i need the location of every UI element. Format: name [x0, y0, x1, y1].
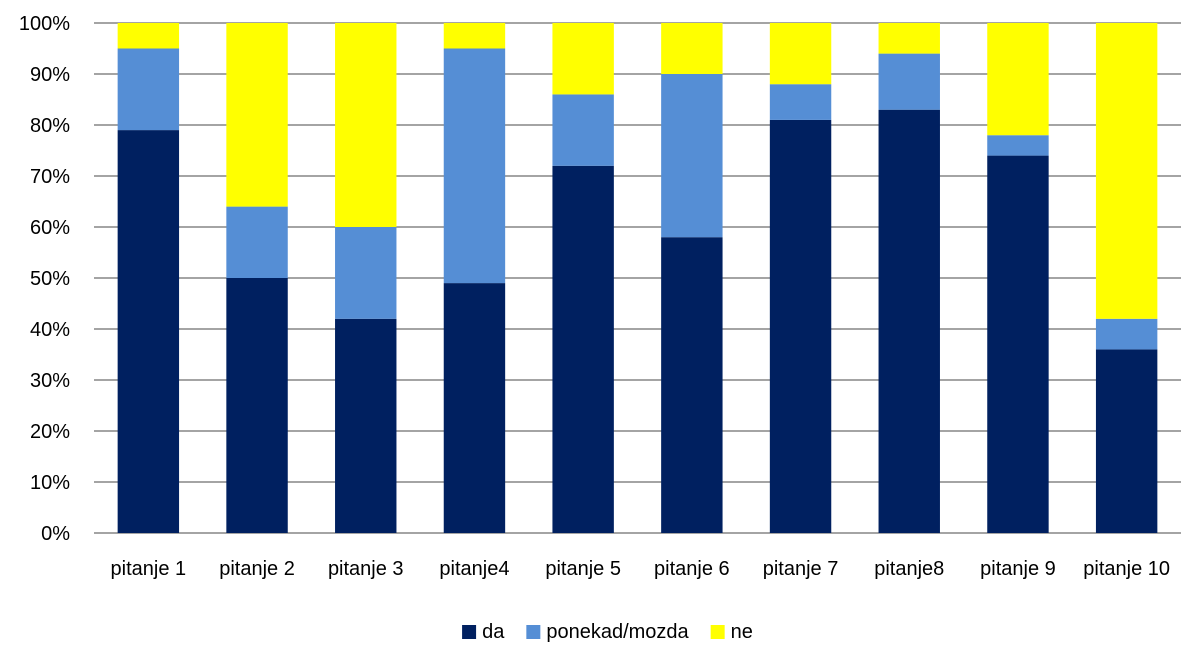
y-tick-label: 40% [30, 319, 70, 341]
legend-swatch-da [462, 625, 477, 639]
bar-segment-da [987, 155, 1049, 533]
x-tick-label: pitanje8 [874, 558, 944, 580]
bar-segment-ponekad-mozda [117, 48, 180, 131]
x-tick-label: pitanje 1 [111, 558, 187, 580]
bar-segment-ne [226, 23, 288, 207]
bar-segment-ponekad-mozda [226, 206, 288, 278]
y-tick-label: 10% [30, 472, 70, 494]
bars [117, 23, 1158, 534]
bar-segment-ne [335, 23, 397, 227]
y-tick-label: 90% [30, 64, 70, 86]
bar-segment-ponekad-mozda [878, 53, 940, 110]
bar-segment-ne [552, 23, 614, 95]
bar-segment-ne [443, 23, 506, 49]
x-tick-label: pitanje 10 [1083, 558, 1170, 580]
bar-segment-ponekad-mozda [1095, 318, 1158, 350]
legend-swatch-ponekad-mozda [526, 625, 541, 639]
y-axis-tick-labels: 0% 10% 20% 30% 40% 50% 60% 70% 80% 90% 100% [19, 13, 70, 545]
y-tick-label: 20% [30, 421, 70, 443]
x-tick-label: pitanje 5 [545, 558, 621, 580]
x-axis-tick-labels: pitanje 1 pitanje 2 pitanje 3 pitanje4 pitan… [111, 558, 1170, 580]
legend-label-ponekad-mozda: ponekad/mozda [546, 621, 689, 643]
legend-label-da: da [482, 621, 505, 643]
legend-label-ne: ne [731, 621, 753, 643]
legend: da ponekad/mozda ne [462, 621, 753, 643]
x-tick-label: pitanje 7 [763, 558, 839, 580]
y-tick-label: 70% [30, 166, 70, 188]
bar-segment-da [1095, 349, 1158, 533]
bar-segment-da [335, 318, 397, 533]
y-tick-label: 80% [30, 115, 70, 137]
x-tick-label: pitanje 2 [219, 558, 295, 580]
bar-segment-ponekad-mozda [987, 135, 1049, 156]
bar-segment-ne [1095, 23, 1158, 319]
bar-segment-ponekad-mozda [443, 48, 506, 284]
bar-segment-da [769, 119, 832, 534]
x-tick-label: pitanje 9 [980, 558, 1056, 580]
bar-segment-da [226, 278, 288, 533]
legend-swatch-ne [710, 625, 725, 639]
bar-segment-da [552, 165, 614, 534]
bar-segment-ponekad-mozda [335, 227, 397, 319]
y-tick-label: 100% [19, 13, 70, 35]
bar-segment-da [878, 109, 940, 533]
bar-segment-ne [878, 23, 940, 54]
x-tick-label: pitanje4 [439, 558, 509, 580]
bar-segment-ponekad-mozda [769, 84, 832, 120]
bar-segment-da [443, 283, 506, 533]
bar-segment-da [117, 130, 180, 533]
bar-segment-ponekad-mozda [552, 94, 614, 166]
y-tick-label: 30% [30, 370, 70, 392]
x-tick-label: pitanje 6 [654, 558, 730, 580]
y-tick-label: 0% [41, 523, 70, 545]
bar-segment-da [661, 237, 723, 533]
x-tick-label: pitanje 3 [328, 558, 404, 580]
bar-segment-ne [987, 23, 1049, 136]
bar-segment-ne [661, 23, 723, 74]
y-tick-label: 50% [30, 268, 70, 290]
bar-segment-ne [769, 23, 832, 85]
y-tick-label: 60% [30, 217, 70, 239]
bar-segment-ne [117, 23, 180, 49]
bar-segment-ponekad-mozda [661, 74, 723, 238]
